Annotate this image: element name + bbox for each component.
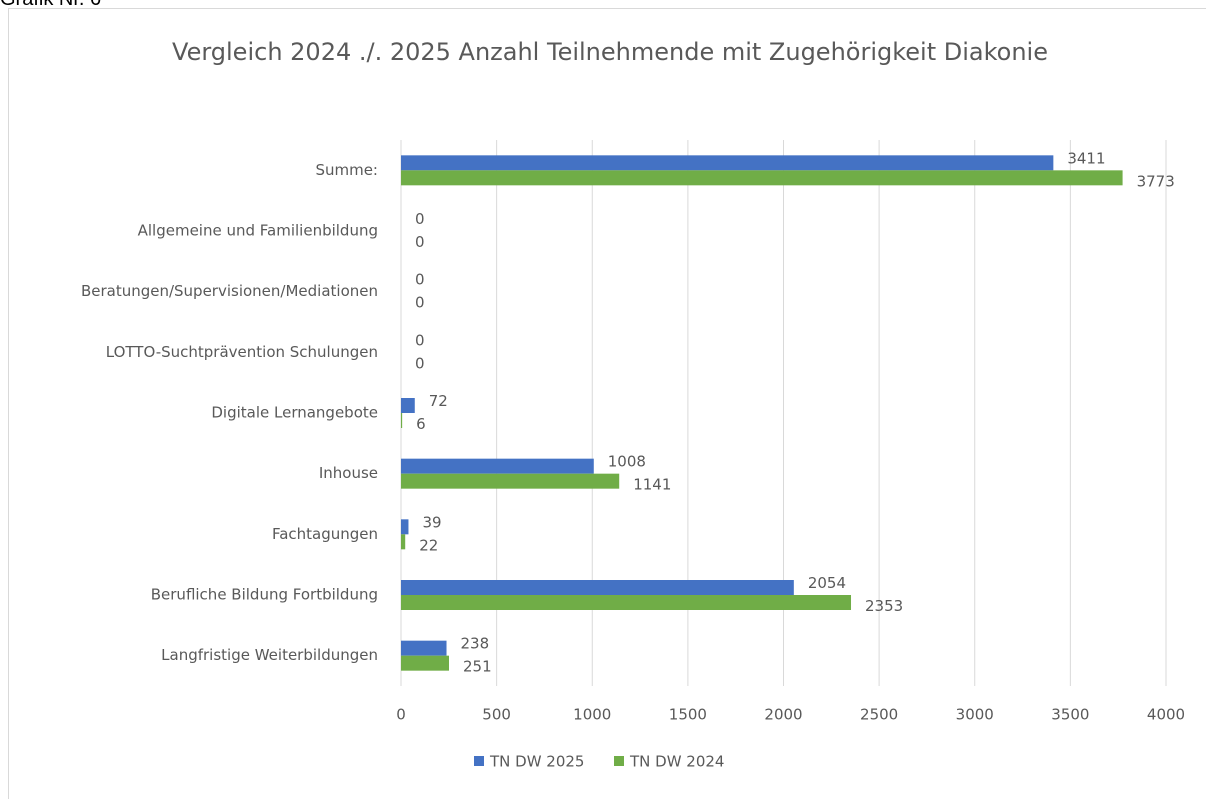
chart-frame	[8, 8, 1206, 799]
legend-swatch	[474, 756, 484, 766]
bar	[401, 595, 852, 610]
data-label: 2054	[808, 574, 846, 592]
bar	[401, 534, 406, 550]
x-tick-label: 1500	[669, 706, 707, 724]
data-label: 0	[415, 294, 425, 312]
data-label: 0	[415, 331, 425, 349]
x-tick-label: 0	[396, 706, 406, 724]
y-tick-label: Langfristige Weiterbildungen	[161, 646, 378, 664]
x-tick-label: 500	[482, 706, 511, 724]
bar	[401, 640, 447, 656]
data-label: 0	[415, 354, 425, 372]
y-tick-label: Summe:	[315, 161, 378, 179]
chart-title: Vergleich 2024 ./. 2025 Anzahl Teilnehme…	[172, 38, 1048, 66]
bar	[401, 398, 415, 413]
data-label: 0	[415, 210, 425, 228]
data-label: 3411	[1067, 149, 1105, 167]
bar	[401, 473, 620, 489]
y-tick-label: LOTTO-Suchtprävention Schulungen	[106, 343, 378, 361]
data-label: 6	[416, 415, 426, 433]
y-tick-label: Allgemeine und Familienbildung	[138, 222, 378, 240]
y-tick-label: Fachtagungen	[272, 525, 378, 543]
legend-swatch	[614, 756, 624, 766]
x-tick-label: 3500	[1051, 706, 1089, 724]
bar	[401, 519, 409, 535]
data-label: 22	[419, 536, 438, 554]
legend-label: TN DW 2025	[489, 753, 584, 771]
y-tick-label: Beratungen/Supervisionen/Mediationen	[81, 282, 378, 300]
bar	[401, 580, 794, 595]
data-label: 0	[415, 271, 425, 289]
data-label: 251	[463, 658, 492, 676]
x-tick-label: 2000	[764, 706, 802, 724]
x-tick-label: 3000	[956, 706, 994, 724]
data-label: 1008	[608, 453, 646, 471]
bar	[401, 655, 450, 671]
caption: Grafik Nr. 6	[0, 0, 101, 11]
y-tick-label: Berufliche Bildung Fortbildung	[151, 586, 378, 604]
y-tick-label: Digitale Lernangebote	[211, 404, 378, 422]
data-label: 3773	[1137, 172, 1175, 190]
bar	[401, 458, 594, 474]
legend-label: TN DW 2024	[629, 753, 724, 771]
data-label: 0	[415, 233, 425, 251]
x-tick-label: 4000	[1147, 706, 1185, 724]
data-label: 72	[429, 392, 448, 410]
x-tick-label: 2500	[860, 706, 898, 724]
bar	[401, 155, 1054, 171]
y-tick-label: Inhouse	[319, 464, 378, 482]
data-label: 1141	[633, 476, 671, 494]
bar	[401, 413, 403, 428]
data-label: 39	[422, 513, 441, 531]
bar	[401, 170, 1123, 186]
data-label: 238	[461, 635, 490, 653]
data-label: 2353	[865, 597, 903, 615]
x-tick-label: 1000	[573, 706, 611, 724]
